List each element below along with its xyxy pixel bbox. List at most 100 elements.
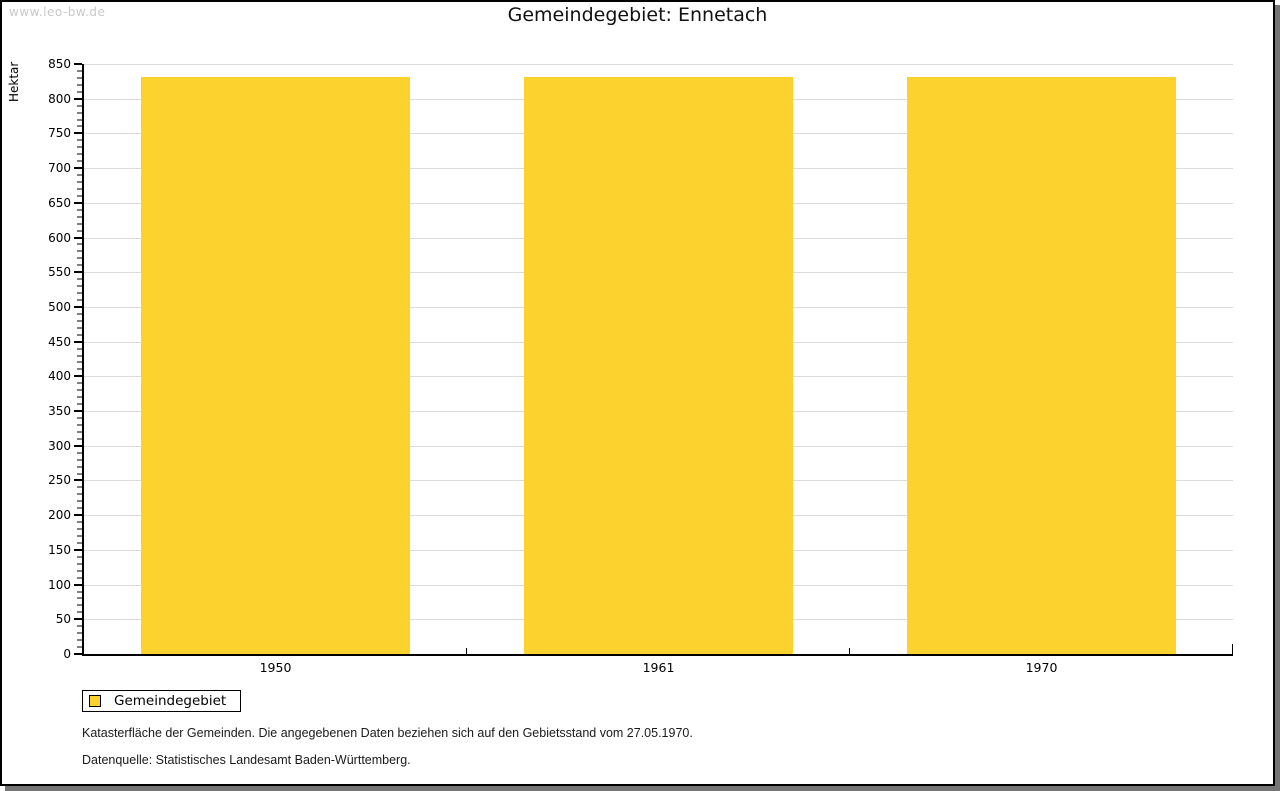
y-tick-label: 750 [48,126,71,141]
y-minor-tick [77,646,82,648]
y-minor-tick [77,153,82,155]
y-minor-tick [77,507,82,509]
y-tick-label: 700 [48,161,71,176]
y-minor-tick [77,334,82,336]
y-minor-tick [77,542,82,544]
y-minor-tick [77,382,82,384]
x-boundary-tick [848,648,850,654]
y-axis-title: Hektar [7,61,21,102]
y-minor-tick [77,625,82,627]
y-minor-tick [77,632,82,634]
y-minor-tick [77,299,82,301]
y-minor-tick [77,264,82,266]
y-tick-label: 500 [48,299,71,314]
y-minor-tick [77,84,82,86]
y-major-tick [74,132,82,135]
y-tick-label: 800 [48,91,71,106]
y-minor-tick [77,361,82,363]
y-minor-tick [77,403,82,405]
y-major-tick [74,201,82,204]
footnote-data-source: Datenquelle: Statistisches Landesamt Bad… [82,753,411,767]
footnote-source-note: Katasterfläche der Gemeinden. Die angege… [82,726,693,740]
y-minor-tick [77,146,82,148]
y-minor-tick [77,563,82,565]
y-tick-label: 350 [48,404,71,419]
y-minor-tick [77,611,82,613]
y-major-tick [74,236,82,239]
y-minor-tick [77,466,82,468]
y-major-tick [74,583,82,586]
y-major-tick [74,340,82,343]
x-tick-label: 1970 [1025,660,1058,675]
y-minor-tick [77,389,82,391]
y-minor-tick [77,431,82,433]
y-minor-tick [77,604,82,606]
y-major-tick [74,305,82,308]
bar [524,76,793,654]
y-minor-tick [77,473,82,475]
y-tick-label: 150 [48,542,71,557]
legend-swatch-icon [89,695,101,707]
y-major-tick [74,375,82,378]
y-tick-label: 100 [48,577,71,592]
y-minor-tick [77,250,82,252]
y-minor-tick [77,223,82,225]
plot-area: 0 50 100 150 200 250 300 350 400 450 500 550 600 650 7… [48,57,1233,675]
y-minor-tick [77,452,82,454]
x-axis-end-tick [1232,644,1233,654]
y-major-tick [74,514,82,517]
x-boundary-tick [465,648,467,654]
y-minor-tick [77,597,82,599]
y-tick-label: 400 [48,369,71,384]
y-tick-label: 250 [48,473,71,488]
y-major-tick [74,410,82,413]
y-minor-tick [77,181,82,183]
y-minor-tick [77,528,82,530]
bar [907,76,1176,654]
y-tick-label: 850 [48,57,71,71]
chart-title: Gemeindegebiet: Ennetach [507,4,768,26]
y-major-tick [74,63,82,65]
y-minor-tick [77,216,82,218]
y-major-tick [74,618,82,621]
y-minor-tick [77,91,82,93]
y-minor-tick [77,570,82,572]
x-tick-label: 1950 [259,660,292,675]
y-major-tick [74,653,82,655]
y-major-tick [74,548,82,551]
y-tick-label: 600 [48,230,71,245]
legend-label: Gemeindegebiet [114,693,227,709]
y-minor-tick [77,320,82,322]
y-minor-tick [77,243,82,245]
y-minor-tick [77,292,82,294]
y-minor-tick [77,119,82,121]
y-minor-tick [77,278,82,280]
y-minor-tick [77,417,82,419]
y-minor-tick [77,348,82,350]
y-major-tick [74,479,82,482]
y-minor-tick [77,438,82,440]
y-minor-tick [77,556,82,558]
y-tick-label: 550 [48,265,71,280]
gridline [84,64,1233,65]
y-minor-tick [77,230,82,232]
y-minor-tick [77,285,82,287]
y-minor-tick [77,486,82,488]
y-minor-tick [77,368,82,370]
y-minor-tick [77,535,82,537]
y-tick-label: 450 [48,334,71,349]
bar [140,76,410,654]
legend: Gemeindegebiet [82,690,242,712]
y-major-tick [74,167,82,170]
y-tick-label: 300 [48,438,71,453]
y-minor-tick [77,195,82,197]
y-minor-tick [77,313,82,315]
y-minor-tick [77,493,82,495]
y-minor-tick [77,591,82,593]
y-tick-label: 650 [48,195,71,210]
y-minor-tick [77,327,82,329]
y-minor-tick [77,209,82,211]
y-minor-tick [77,125,82,127]
y-minor-tick [77,577,82,579]
